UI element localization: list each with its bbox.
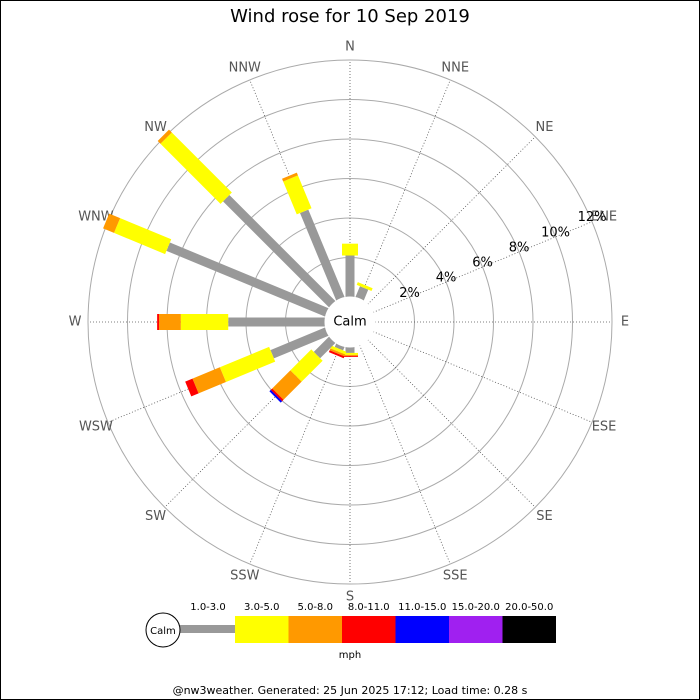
direction-label: ENE: [591, 209, 617, 224]
direction-label: SSW: [230, 569, 260, 584]
legend-label: 8.0-11.0: [348, 602, 390, 613]
legend-label: 11.0-15.0: [398, 602, 446, 613]
bar-segment: [282, 172, 298, 182]
legend-swatch: [449, 616, 503, 643]
bar-segment: [103, 213, 121, 233]
bar-segment: [355, 286, 369, 301]
chart-title: Wind rose for 10 Sep 2019: [230, 6, 470, 27]
spoke: [359, 79, 451, 300]
legend-calm-label: Calm: [150, 626, 176, 637]
direction-label: SW: [145, 509, 166, 524]
grid-ring: [87, 59, 613, 585]
ring-label: 2%: [399, 286, 420, 301]
ring-label: 6%: [472, 256, 493, 271]
legend-label: 20.0-50.0: [505, 602, 553, 613]
legend-unit: mph: [339, 650, 361, 661]
spoke: [372, 221, 593, 313]
ring-label: 12%: [578, 210, 607, 225]
direction-label: SE: [536, 509, 552, 524]
footer: @nw3weather. Generated: 25 Jun 2025 17:1…: [173, 684, 528, 697]
legend-label: 15.0-20.0: [452, 602, 500, 613]
bar-segment: [160, 132, 232, 204]
bar-segment: [166, 242, 329, 317]
bar-segment: [272, 370, 302, 400]
direction-label: NE: [535, 120, 553, 135]
legend-swatch: [342, 616, 396, 643]
bar-segment: [290, 349, 323, 382]
bar-segment: [185, 378, 199, 397]
direction-label: S: [346, 590, 354, 605]
direction-label: SSE: [443, 569, 468, 584]
calm-circle: [324, 296, 376, 348]
bar-segment: [270, 388, 284, 402]
direction-label: WNW: [78, 209, 114, 224]
bar-segment: [219, 346, 276, 383]
direction-label: WSW: [79, 420, 113, 435]
bar-segment: [329, 348, 346, 357]
direction-label: E: [621, 315, 629, 330]
ring-label: 4%: [436, 271, 457, 286]
direction-label: NNW: [229, 60, 261, 75]
direction-label: ESE: [592, 420, 617, 435]
direction-label: N: [345, 40, 355, 55]
bar-segment: [269, 389, 283, 403]
bar-segment: [334, 343, 345, 351]
calm-label: Calm: [333, 315, 366, 330]
legend-calm: [145, 612, 181, 648]
legend-swatch: [502, 616, 556, 643]
spoke: [372, 331, 593, 423]
legend-label: 3.0-5.0: [244, 602, 279, 613]
bar-segment: [356, 282, 373, 292]
legend-swatch: [235, 616, 289, 643]
legend-label: 1.0-3.0: [190, 602, 225, 613]
spoke: [359, 344, 451, 565]
legend-label: 5.0-8.0: [298, 602, 333, 613]
ring-label: 8%: [509, 240, 530, 255]
bar-segment: [299, 209, 345, 301]
spoke: [367, 136, 536, 305]
legend-swatch: [288, 616, 342, 643]
bar-segment: [283, 175, 312, 215]
ring-label: 10%: [541, 225, 570, 240]
legend-swatch: [395, 616, 449, 643]
bar-segment: [328, 350, 345, 359]
bar-segment: [270, 327, 329, 359]
bar-segment: [223, 195, 336, 308]
direction-label: NW: [144, 120, 167, 135]
spoke: [249, 344, 341, 565]
direction-label: W: [69, 315, 82, 330]
direction-label: NNE: [441, 60, 469, 75]
bar-segment: [114, 218, 172, 255]
bar-segment: [330, 345, 347, 355]
bar-segment: [313, 336, 336, 359]
grid-ring: [127, 99, 573, 545]
bar-segment: [192, 367, 226, 394]
bar-segment: [157, 129, 172, 144]
spoke: [367, 339, 536, 508]
